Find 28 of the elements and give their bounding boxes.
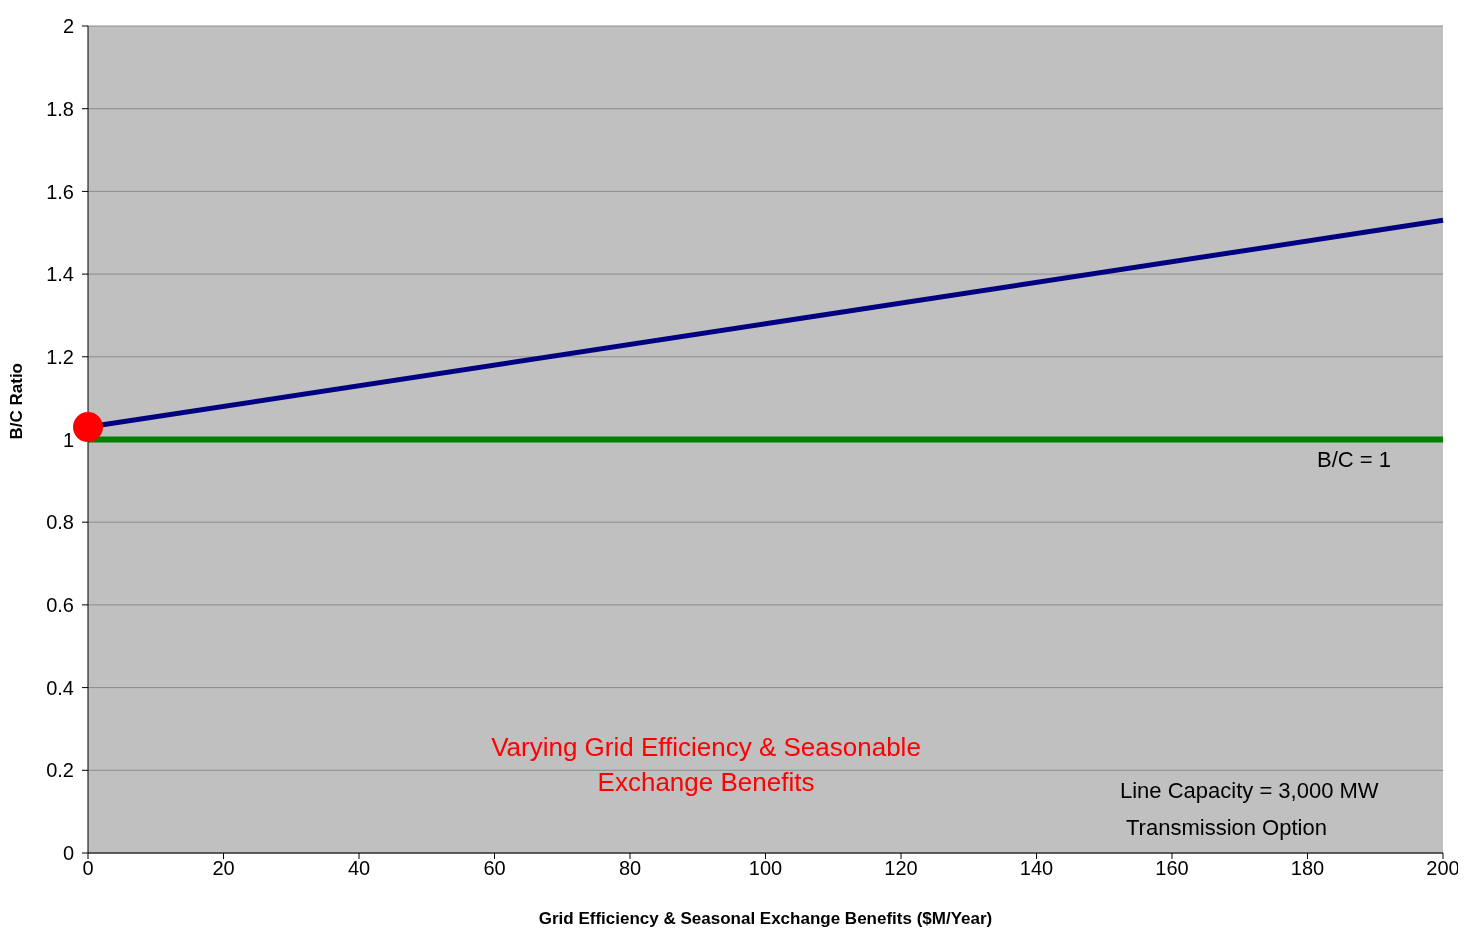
x-tick-label: 80 bbox=[618, 857, 642, 880]
x-tick-label: 0 bbox=[82, 857, 94, 880]
y-tick-label: 1.6 bbox=[46, 180, 74, 203]
y-tick-label: 0.8 bbox=[46, 511, 74, 534]
y-tick-label: 0 bbox=[62, 842, 74, 865]
ref-line-label: B/C = 1 bbox=[1317, 447, 1391, 473]
x-axis-title: Grid Efficiency & Seasonal Exchange Benefits ($M/Year) bbox=[538, 909, 993, 928]
x-tick-label: 60 bbox=[483, 857, 506, 880]
y-axis-title: B/C Ratio bbox=[7, 363, 27, 440]
y-tick-label: 0.2 bbox=[46, 759, 74, 782]
x-tick-label: 20 bbox=[212, 857, 235, 880]
y-tick-label: 2 bbox=[62, 15, 74, 38]
x-tick-label: 180 bbox=[1290, 857, 1325, 880]
y-tick-label: 1.2 bbox=[46, 345, 74, 368]
x-tick-label: 160 bbox=[1155, 857, 1189, 880]
x-tick-label: 40 bbox=[347, 857, 371, 880]
x-tick-label: 120 bbox=[884, 857, 918, 880]
y-tick-label: 0.4 bbox=[46, 676, 74, 699]
y-tick-label: 1 bbox=[62, 428, 74, 451]
y-tick-label: 1.8 bbox=[46, 97, 74, 120]
annotation: Transmission Option bbox=[1126, 815, 1327, 841]
x-tick-label: 140 bbox=[1019, 857, 1054, 880]
y-tick-label: 0.6 bbox=[46, 594, 74, 616]
y-tick-label: 1.4 bbox=[46, 263, 74, 286]
x-tick-label: 200 bbox=[1426, 857, 1460, 880]
x-tick-label: 100 bbox=[748, 857, 783, 880]
annotation: Varying Grid Efficiency & Seasonable Exchange Benefits bbox=[490, 731, 922, 799]
annotation: Line Capacity = 3,000 MW bbox=[1120, 778, 1379, 804]
